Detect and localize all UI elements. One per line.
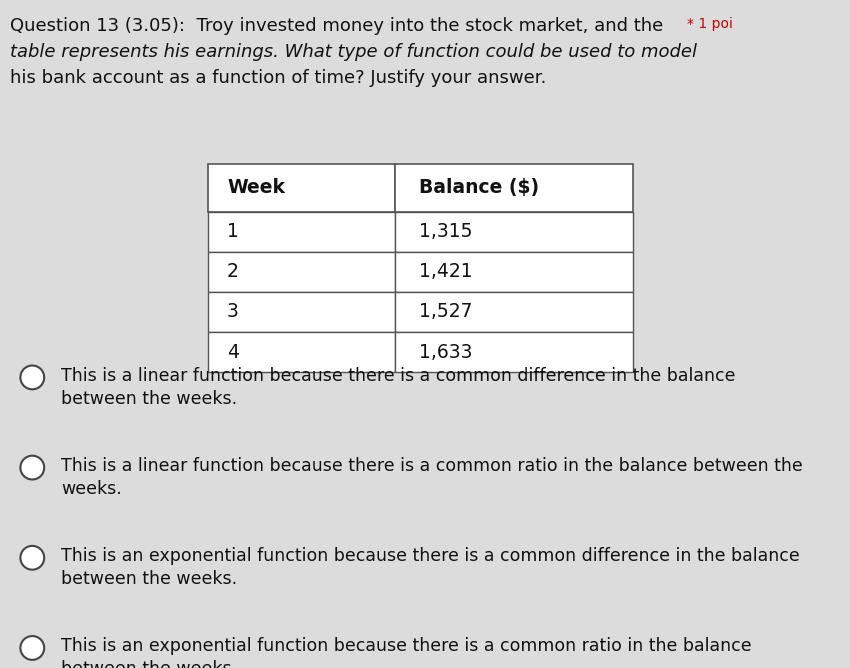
Text: 1,527: 1,527 bbox=[419, 303, 473, 321]
Text: 2: 2 bbox=[227, 263, 239, 281]
Ellipse shape bbox=[20, 636, 44, 660]
Text: This is an exponential function because there is a common ratio in the balance
b: This is an exponential function because … bbox=[61, 637, 751, 668]
Bar bbox=[395, 212, 633, 252]
Bar bbox=[208, 332, 395, 372]
Text: This is an exponential function because there is a common difference in the bala: This is an exponential function because … bbox=[61, 547, 800, 588]
Ellipse shape bbox=[20, 456, 44, 480]
Text: Balance ($): Balance ($) bbox=[419, 178, 539, 197]
Bar bbox=[208, 164, 395, 212]
Bar bbox=[395, 252, 633, 292]
Text: table represents his earnings. What type of function could be used to model: table represents his earnings. What type… bbox=[10, 43, 697, 61]
Bar bbox=[395, 292, 633, 332]
Ellipse shape bbox=[20, 365, 44, 389]
Bar bbox=[395, 332, 633, 372]
Text: This is a linear function because there is a common difference in the balance
be: This is a linear function because there … bbox=[61, 367, 736, 407]
Ellipse shape bbox=[20, 546, 44, 570]
Text: 4: 4 bbox=[227, 343, 239, 361]
Text: his bank account as a function of time? Justify your answer.: his bank account as a function of time? … bbox=[10, 69, 547, 87]
Text: 1,315: 1,315 bbox=[419, 222, 473, 241]
Text: Question 13 (3.05):  Troy invested money into the stock market, and the: Question 13 (3.05): Troy invested money … bbox=[10, 17, 664, 35]
Text: * 1 poi: * 1 poi bbox=[687, 17, 733, 31]
Text: 1: 1 bbox=[227, 222, 239, 241]
Bar bbox=[208, 212, 395, 252]
Bar bbox=[395, 164, 633, 212]
Text: 3: 3 bbox=[227, 303, 239, 321]
Text: 1,633: 1,633 bbox=[419, 343, 473, 361]
Text: 1,421: 1,421 bbox=[419, 263, 473, 281]
Bar bbox=[208, 252, 395, 292]
Text: This is a linear function because there is a common ratio in the balance between: This is a linear function because there … bbox=[61, 457, 803, 498]
Bar bbox=[208, 292, 395, 332]
Text: Week: Week bbox=[227, 178, 285, 197]
